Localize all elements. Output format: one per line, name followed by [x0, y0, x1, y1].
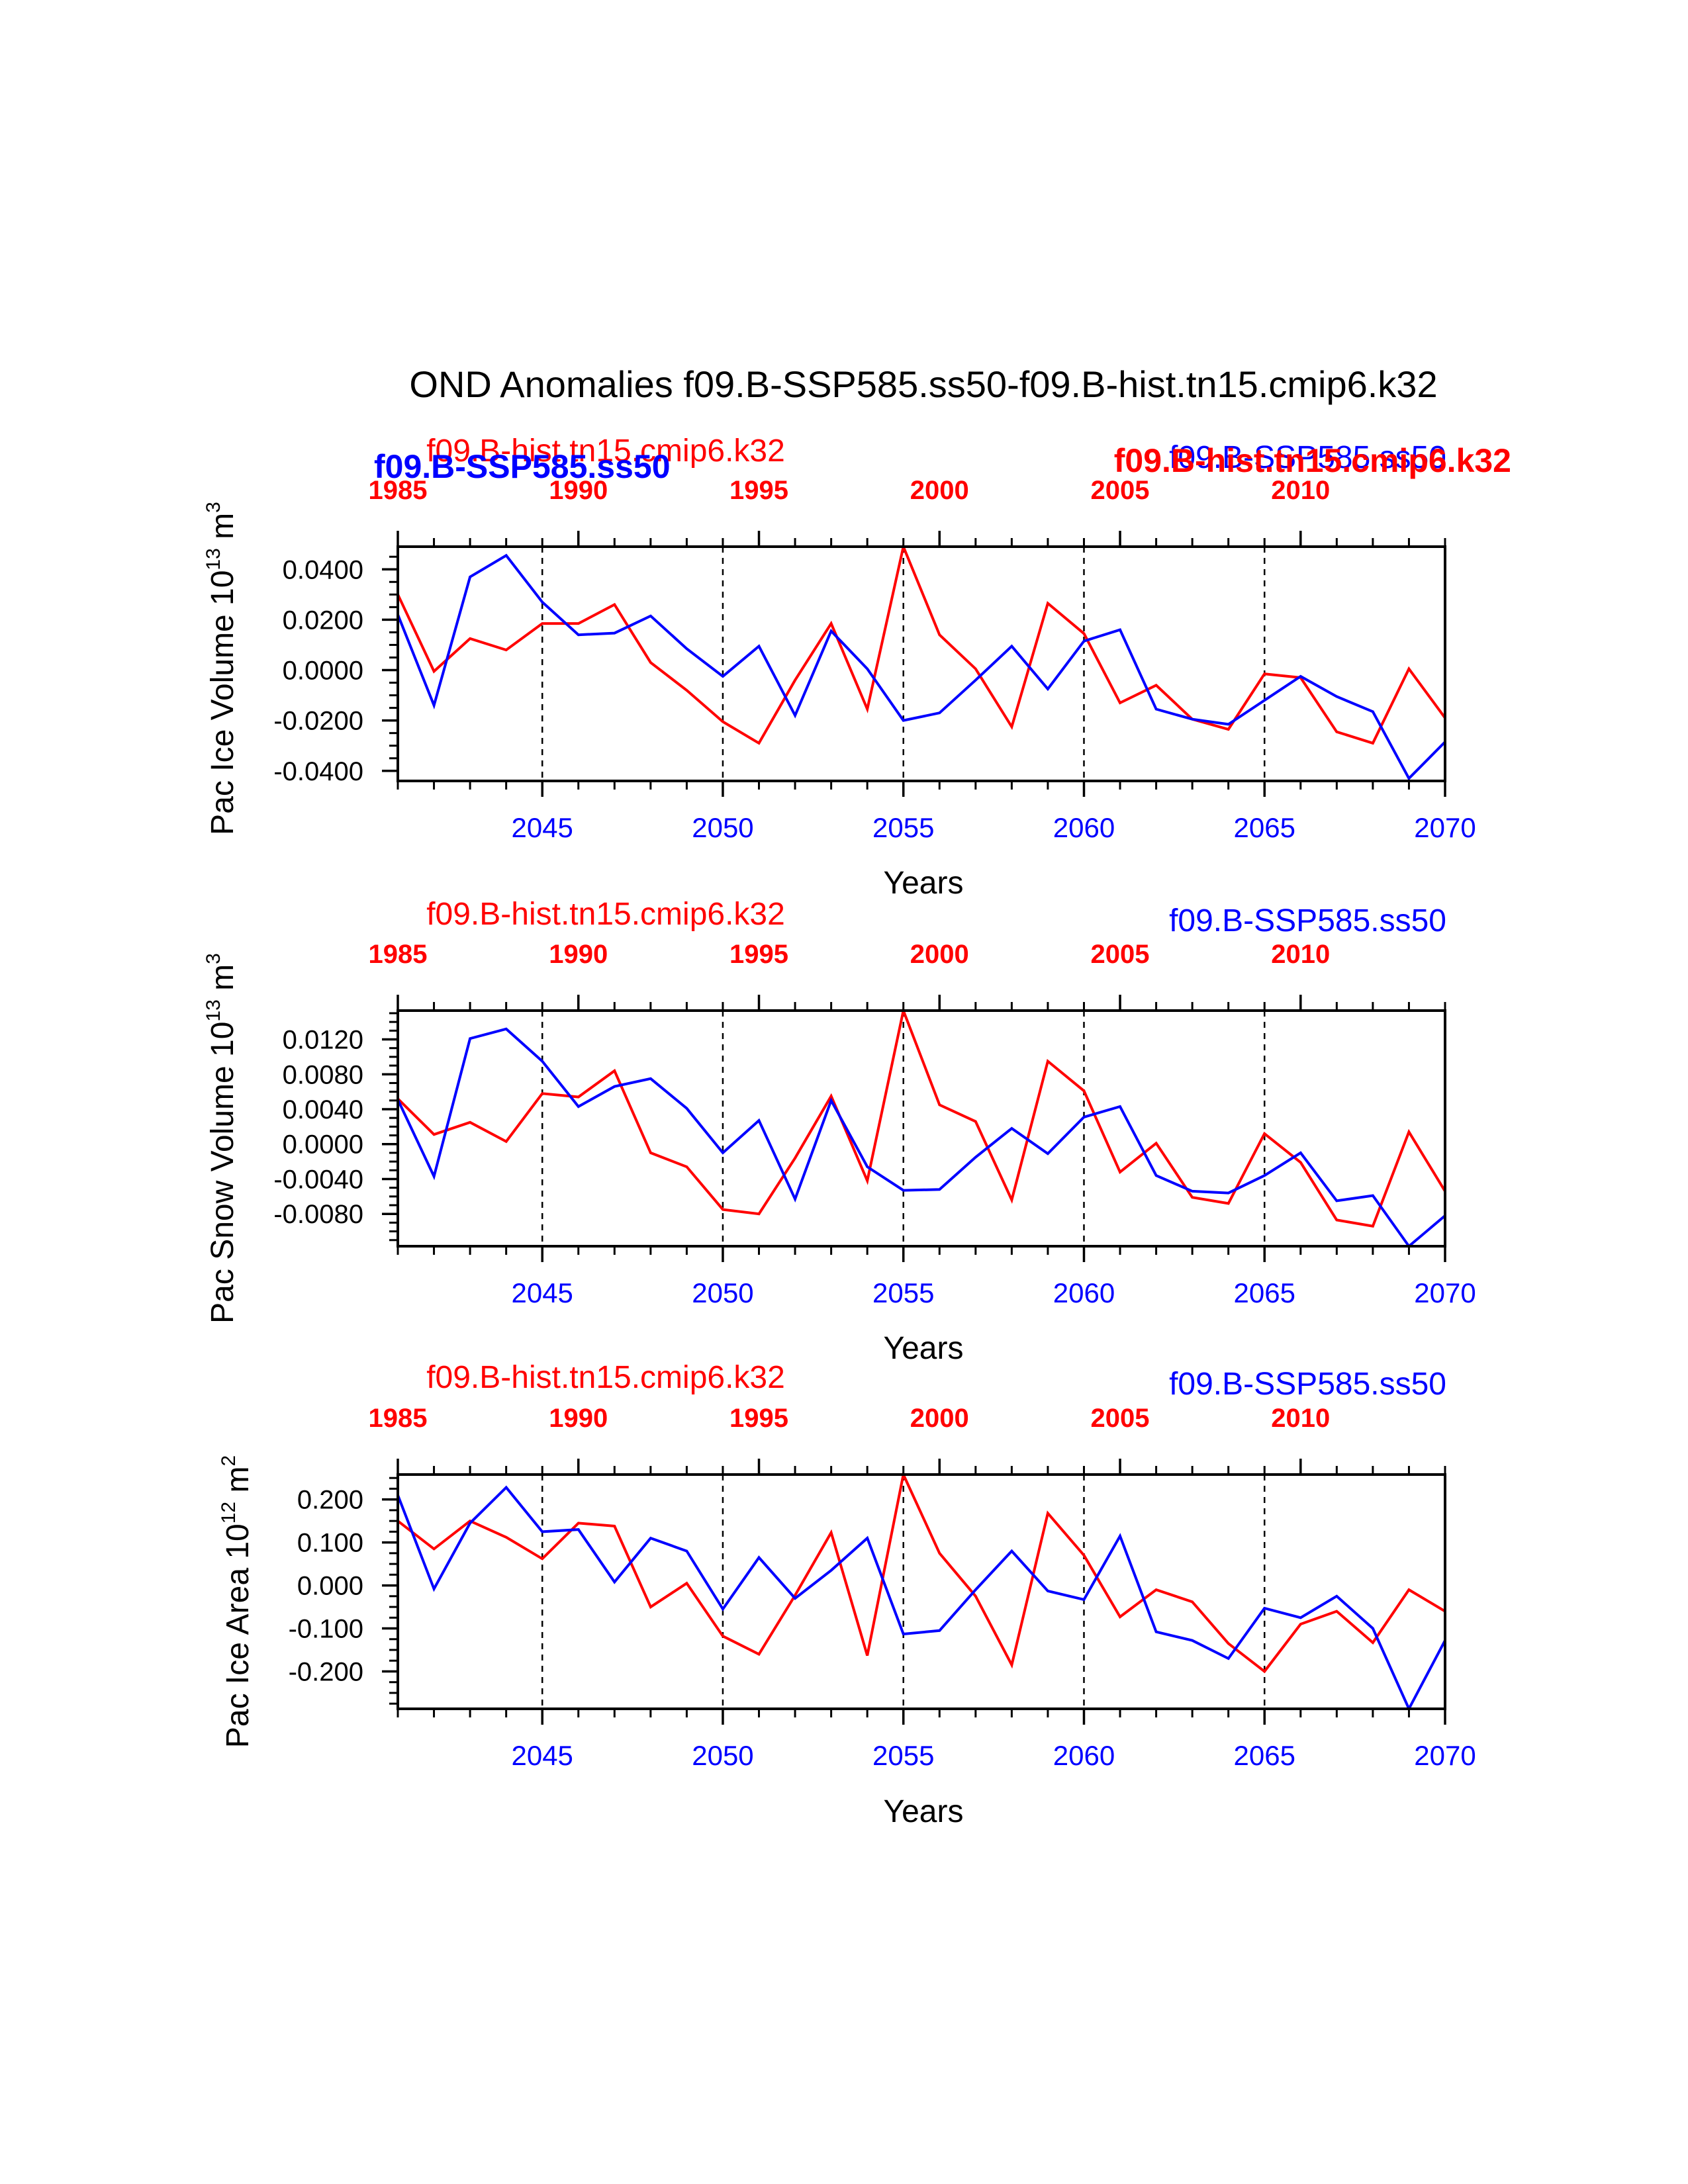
- y-axis-label-exponent: 12: [218, 1502, 240, 1524]
- x-top-tick-label: 1985: [369, 476, 428, 505]
- y-axis-label: Pac Ice Area 1012 m2: [218, 1455, 256, 1748]
- y-axis-label-unit: m: [205, 513, 240, 548]
- y-axis-label: Pac Ice Volume 1013 m3: [203, 502, 240, 835]
- x-axis-label: Years: [884, 866, 964, 901]
- y-tick-label: 0.000: [297, 1572, 363, 1601]
- y-axis-label-unit: m: [205, 964, 240, 999]
- y-tick-label: 0.0000: [283, 1130, 363, 1160]
- y-axis-label-text: Pac Snow Volume 10: [205, 1022, 240, 1324]
- x-tick-label: 2045: [511, 1277, 573, 1308]
- x-tick-label: 2050: [692, 1277, 753, 1308]
- y-tick-label: 0.0000: [283, 657, 363, 686]
- y-tick-label: 0.0080: [283, 1060, 363, 1089]
- x-tick-label: 2055: [872, 1740, 934, 1771]
- x-top-tick-label: 1985: [369, 940, 428, 969]
- x-axis-label: Years: [884, 1331, 964, 1366]
- x-top-tick-label: 2005: [1091, 476, 1150, 505]
- y-tick-label: -0.0400: [273, 757, 363, 786]
- x-top-tick-label: 2010: [1271, 476, 1330, 505]
- x-top-tick-label: 1995: [729, 940, 788, 969]
- series-line-ssp585: [397, 1485, 1446, 1712]
- y-tick-label: 0.0200: [283, 606, 363, 635]
- x-tick-label: 2050: [692, 1740, 753, 1771]
- y-tick-label: -0.100: [289, 1615, 363, 1644]
- y-tick-label: -0.200: [289, 1657, 363, 1686]
- y-tick-label: -0.0200: [273, 707, 363, 736]
- y-axis-label: Pac Snow Volume 1013 m3: [203, 953, 240, 1324]
- figure-title: OND Anomalies f09.B-SSP585.ss50-f09.B-hi…: [409, 363, 1437, 405]
- y-axis-label-unit-exponent: 3: [203, 502, 224, 513]
- x-tick-label: 2070: [1414, 1277, 1476, 1308]
- panel-snow-volume: f09.B-hist.tn15.cmip6.k32 f09.B-SSP585.s…: [203, 897, 1476, 1366]
- y-tick-label: -0.0040: [273, 1165, 363, 1194]
- plot-frame: [397, 1473, 1446, 1710]
- y-axis-label-exponent: 13: [203, 548, 224, 570]
- plot-frame: [397, 1009, 1446, 1248]
- y-axis-label-unit: m: [220, 1467, 256, 1502]
- x-tick-label: 2060: [1053, 1277, 1115, 1308]
- x-top-tick-label: 1985: [369, 1404, 428, 1433]
- series-line-hist: [397, 1005, 1446, 1228]
- x-top-tick-label: 2005: [1091, 940, 1150, 969]
- x-tick-label: 2045: [511, 1740, 573, 1771]
- x-tick-label: 2070: [1414, 812, 1476, 843]
- x-top-tick-label: 1995: [729, 476, 788, 505]
- top-left-series-label: f09.B-hist.tn15.cmip6.k32: [426, 897, 785, 932]
- x-tick-label: 2060: [1053, 1740, 1115, 1771]
- plot-area: 2045 2050 2055 2060 2065 2070 1985 1990 1995 2000…: [289, 1404, 1476, 1771]
- panel-ice-area: f09.B-hist.tn15.cmip6.k32 f09.B-SSP585.s…: [218, 1360, 1476, 1829]
- x-tick-label: 2050: [692, 812, 753, 843]
- series-line-ssp585: [397, 1027, 1446, 1248]
- x-tick-label: 2045: [511, 812, 573, 843]
- x-top-tick-label: 1990: [549, 940, 608, 969]
- overlap-label-left-bold: f09.B-SSP585.ss50: [374, 448, 671, 485]
- overlap-label-right-bold: f09.B-hist.tn15.cmip6.k32: [1114, 442, 1511, 479]
- y-axis-label-unit-exponent: 3: [203, 953, 224, 964]
- y-tick-label: 0.200: [297, 1486, 363, 1515]
- y-axis-label-exponent: 13: [203, 999, 224, 1021]
- top-right-series-label: f09.B-SSP585.ss50: [1169, 440, 1446, 475]
- y-axis-label-text: Pac Ice Area 10: [220, 1524, 256, 1748]
- series-line-hist: [397, 1470, 1446, 1674]
- y-axis-label-unit-exponent: 2: [218, 1455, 240, 1467]
- x-top-tick-label: 2010: [1271, 1404, 1330, 1433]
- y-axis-label-text: Pac Ice Volume 10: [205, 570, 240, 835]
- y-tick-label: -0.0080: [273, 1200, 363, 1229]
- x-top-tick-label: 1990: [549, 1404, 608, 1433]
- series-line-ssp585: [397, 553, 1446, 781]
- x-top-tick-label: 2000: [910, 940, 969, 969]
- plot-area: 2045 2050 2055 2060 2065 2070 1985 1990 1995 2000…: [273, 476, 1476, 843]
- x-top-tick-label: 2000: [910, 476, 969, 505]
- x-top-tick-label: 2005: [1091, 1404, 1150, 1433]
- top-left-series-label: f09.B-hist.tn15.cmip6.k32: [426, 433, 785, 469]
- y-tick-label: 0.0400: [283, 555, 363, 584]
- plot-frame: [397, 545, 1446, 782]
- top-left-series-label: f09.B-hist.tn15.cmip6.k32: [426, 1360, 785, 1395]
- x-tick-label: 2055: [872, 1277, 934, 1308]
- y-tick-label: 0.0120: [283, 1026, 363, 1055]
- series-line-hist: [397, 542, 1446, 745]
- x-tick-label: 2070: [1414, 1740, 1476, 1771]
- x-top-tick-label: 2000: [910, 1404, 969, 1433]
- plot-area: 2045 2050 2055 2060 2065 2070 1985 1990 1995 2000…: [273, 940, 1476, 1308]
- top-right-series-label: f09.B-SSP585.ss50: [1169, 1367, 1446, 1402]
- x-top-tick-label: 2010: [1271, 940, 1330, 969]
- y-tick-label: 0.100: [297, 1529, 363, 1558]
- x-tick-label: 2060: [1053, 812, 1115, 843]
- x-tick-label: 2065: [1234, 1740, 1295, 1771]
- x-tick-label: 2065: [1234, 1277, 1295, 1308]
- x-tick-label: 2055: [872, 812, 934, 843]
- x-axis-label: Years: [884, 1794, 964, 1829]
- x-top-tick-label: 1990: [549, 476, 608, 505]
- y-tick-label: 0.0040: [283, 1095, 363, 1124]
- top-right-series-label: f09.B-SSP585.ss50: [1169, 903, 1446, 938]
- x-tick-label: 2065: [1234, 812, 1295, 843]
- panel-ice-volume: f09.B-hist.tn15.cmip6.k32 f09.B-SSP585.s…: [203, 433, 1511, 901]
- x-top-tick-label: 1995: [729, 1404, 788, 1433]
